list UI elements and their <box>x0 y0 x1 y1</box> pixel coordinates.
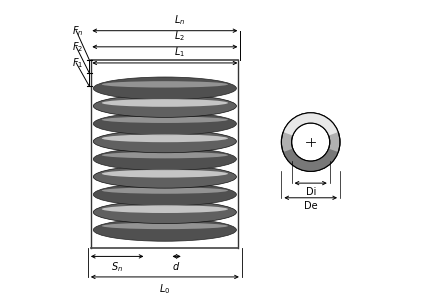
Wedge shape <box>283 113 338 136</box>
Ellipse shape <box>94 219 236 241</box>
Ellipse shape <box>94 95 236 117</box>
Text: $L_0$: $L_0$ <box>159 282 170 296</box>
Text: $F_1$: $F_1$ <box>72 56 83 70</box>
Ellipse shape <box>102 205 228 213</box>
Text: $S_n$: $S_n$ <box>111 260 123 274</box>
Wedge shape <box>283 148 338 171</box>
Text: $L_2$: $L_2$ <box>174 29 185 43</box>
Ellipse shape <box>102 134 228 142</box>
Ellipse shape <box>94 148 236 170</box>
Ellipse shape <box>102 188 228 194</box>
Ellipse shape <box>102 152 228 158</box>
Ellipse shape <box>102 117 228 123</box>
Text: $L_n$: $L_n$ <box>174 14 185 27</box>
Ellipse shape <box>102 170 228 178</box>
Ellipse shape <box>94 112 236 135</box>
Ellipse shape <box>94 201 236 224</box>
Ellipse shape <box>102 99 228 107</box>
Text: $F_2$: $F_2$ <box>72 40 83 54</box>
Text: $L_1$: $L_1$ <box>174 46 185 59</box>
Text: De: De <box>304 201 317 211</box>
Text: $d$: $d$ <box>173 260 181 272</box>
Ellipse shape <box>94 183 236 206</box>
Ellipse shape <box>102 223 228 229</box>
Ellipse shape <box>94 166 236 188</box>
Ellipse shape <box>94 77 236 100</box>
Ellipse shape <box>94 130 236 153</box>
Text: $F_n$: $F_n$ <box>72 24 83 38</box>
Circle shape <box>281 113 340 171</box>
Text: Di: Di <box>306 187 316 196</box>
Circle shape <box>292 123 330 161</box>
Ellipse shape <box>102 81 228 88</box>
